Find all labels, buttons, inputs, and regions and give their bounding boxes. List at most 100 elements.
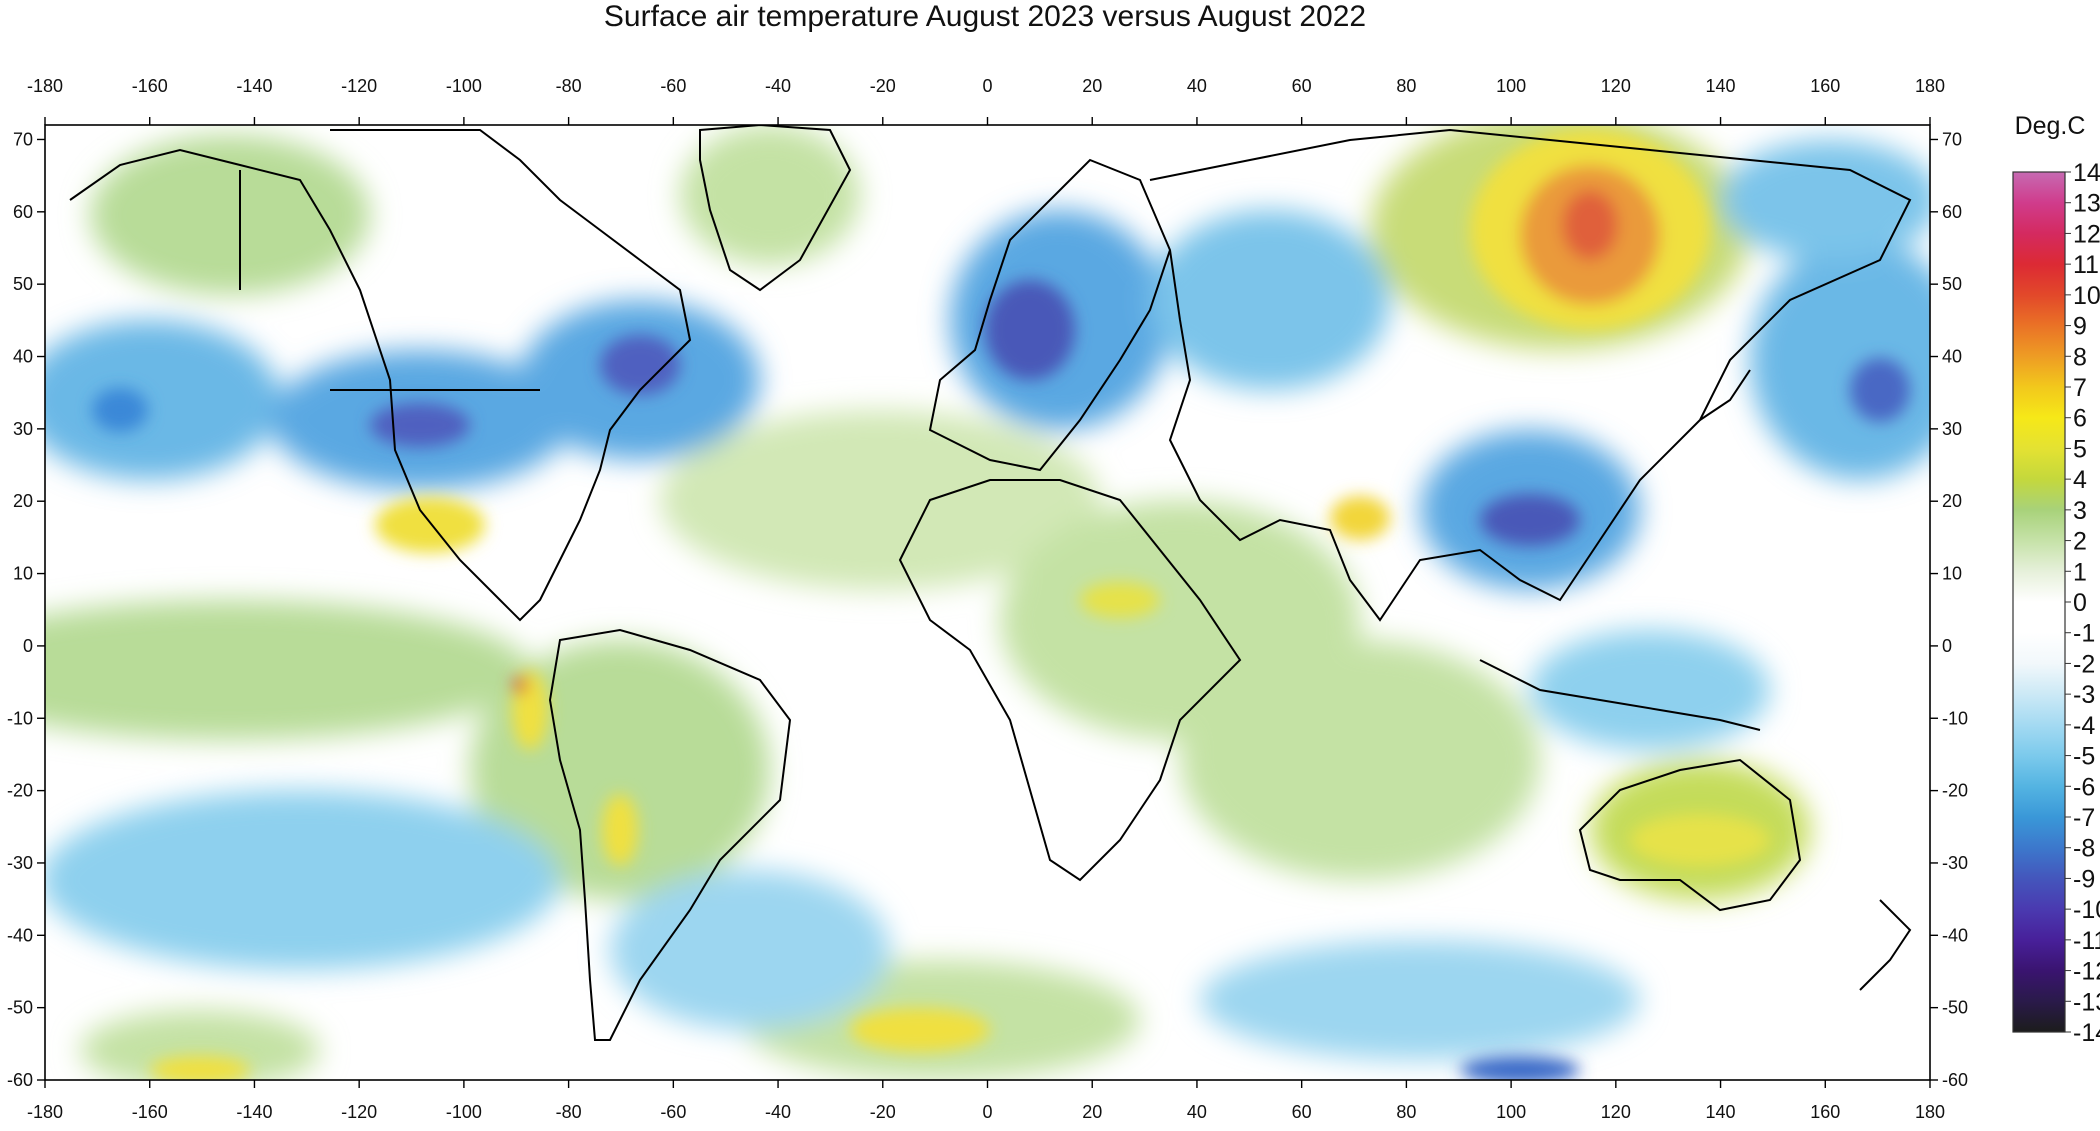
anomaly-blue-maritime [1530, 630, 1770, 750]
anomaly-core-newfoundland [600, 335, 680, 395]
anomaly-green-indian-ocean [1180, 640, 1540, 880]
colorbar-tick-label: 10 [2073, 282, 2100, 310]
x-tick-label-bottom: -60 [660, 1102, 686, 1122]
y-tick-label-right: 0 [1942, 636, 1952, 656]
x-tick-label-top: 0 [982, 76, 992, 96]
colorbar-scale [2012, 171, 2066, 1033]
coastline-africa [898, 479, 1242, 882]
colorbar-tick-label: -11 [2073, 927, 2100, 955]
y-tick-label-right: -20 [1942, 781, 1968, 801]
colorbar-tick-label: -12 [2073, 958, 2100, 986]
y-tick-label-right: 70 [1942, 129, 1962, 149]
colorbar-tick-label: 3 [2073, 497, 2087, 525]
colorbar-tick-label: -8 [2073, 835, 2095, 863]
x-tick-label-top: -140 [236, 76, 272, 96]
x-tick-label-top: -80 [556, 76, 582, 96]
anomaly-green-alaska [90, 135, 370, 295]
x-tick-label-bottom: 20 [1082, 1102, 1102, 1122]
coastline-north-america [69, 129, 692, 622]
y-tick-label-left: 60 [13, 202, 33, 222]
x-tick-label-top: 40 [1187, 76, 1207, 96]
x-tick-label-bottom: -100 [446, 1102, 482, 1122]
y-tick-label-right: -50 [1942, 998, 1968, 1018]
anomaly-blue-north-pacific-east [1750, 240, 1930, 480]
colorbar-tick-label: -13 [2073, 988, 2100, 1016]
y-tick-label-right: 50 [1942, 274, 1962, 294]
colorbar-tick-label: 5 [2073, 435, 2087, 463]
coastline-australia [1578, 758, 1802, 912]
y-tick-label-right: -10 [1942, 708, 1968, 728]
x-tick-label-bottom: 60 [1292, 1102, 1312, 1122]
anomaly-core-north-pacific [92, 388, 148, 432]
y-tick-label-left: 70 [13, 129, 33, 149]
y-tick-label-left: -40 [7, 925, 33, 945]
anomaly-core-far-southwest [150, 1056, 250, 1080]
y-tick-label-right: -30 [1942, 853, 1968, 873]
colorbar-tick-label: -1 [2073, 620, 2095, 648]
colorbar-tick-label: -2 [2073, 650, 2095, 678]
x-tick-label-top: 180 [1915, 76, 1945, 96]
x-tick-label-top: -40 [765, 76, 791, 96]
y-tick-label-left: 40 [13, 347, 33, 367]
coastline-japan [1699, 369, 1751, 421]
anomaly-blue-east-siberia [1720, 140, 1930, 260]
x-tick-label-bottom: -120 [341, 1102, 377, 1122]
colorbar-tick-label: -7 [2073, 804, 2095, 832]
y-tick-label-right: 30 [1942, 419, 1962, 439]
anomaly-core-east-africa [1080, 582, 1160, 618]
map-title: Surface air temperature August 2023 vers… [603, 0, 1367, 33]
x-tick-label-top: 80 [1396, 76, 1416, 96]
colorbar-tick-label: 6 [2073, 405, 2087, 433]
colorbar-tick-label: 9 [2073, 313, 2087, 341]
anomaly-core-peru-red [513, 676, 527, 694]
anomaly-blue-southeast-pacific [45, 790, 560, 970]
y-tick-label-right: 10 [1942, 564, 1962, 584]
anomaly-core-mexico [375, 497, 485, 553]
y-tick-label-left: -50 [7, 998, 33, 1018]
anomaly-green-far-southwest [80, 1010, 320, 1080]
anomaly-blue-south-atlantic [610, 870, 890, 1030]
colorbar-tick-label: -14 [2073, 1019, 2100, 1047]
colorbar-tick-label: 1 [2073, 558, 2087, 586]
anomaly-core-central-us [370, 403, 470, 447]
colorbar-tick-label: -9 [2073, 865, 2095, 893]
anomaly-field [45, 125, 1930, 1080]
anomaly-core-australia [1630, 814, 1770, 866]
x-tick-label-bottom: 0 [982, 1102, 992, 1122]
x-tick-label-bottom: -180 [27, 1102, 63, 1122]
y-tick-label-left: 0 [23, 636, 33, 656]
anomaly-core-paraguay [602, 794, 638, 866]
x-tick-label-top: -160 [132, 76, 168, 96]
anomaly-core-pakistan [1330, 496, 1390, 540]
x-tick-label-bottom: -20 [870, 1102, 896, 1122]
anomaly-core-siberia-red [1562, 190, 1618, 260]
x-tick-label-bottom: 100 [1496, 1102, 1526, 1122]
colorbar-tick-label: 0 [2073, 589, 2087, 617]
colorbar-tick-label: -4 [2073, 712, 2095, 740]
x-tick-label-top: 60 [1292, 76, 1312, 96]
colorbar-title: Deg.C [2014, 112, 2086, 140]
colorbar-tick-label: 8 [2073, 343, 2087, 371]
anomaly-green-greenland [680, 125, 860, 265]
colorbar-tick-label: -6 [2073, 773, 2095, 801]
colorbar-tick-label: 12 [2073, 220, 2100, 248]
x-tick-label-top: 140 [1706, 76, 1736, 96]
anomaly-green-tropical-pacific [45, 600, 530, 740]
y-tick-label-right: -40 [1942, 925, 1968, 945]
y-tick-label-left: -20 [7, 781, 33, 801]
colorbar-tick-label: 4 [2073, 466, 2087, 494]
x-tick-label-bottom: 140 [1706, 1102, 1736, 1122]
x-tick-label-top: 160 [1810, 76, 1840, 96]
x-tick-label-bottom: 120 [1601, 1102, 1631, 1122]
coastline-indonesia [1479, 659, 1761, 731]
coastline-europe [928, 158, 1172, 472]
coastlines [69, 125, 1912, 1041]
x-tick-label-bottom: 160 [1810, 1102, 1840, 1122]
colorbar: 14131211109876543210-1-2-3-4-5-6-7-8-9-1… [2012, 159, 2100, 1047]
colorbar-tick-label: 13 [2073, 190, 2100, 218]
axes: -180-180-160-160-140-140-120-120-100-100… [7, 76, 1968, 1122]
x-tick-label-top: -180 [27, 76, 63, 96]
y-tick-label-left: 20 [13, 491, 33, 511]
coastline-asia [1149, 128, 1912, 622]
